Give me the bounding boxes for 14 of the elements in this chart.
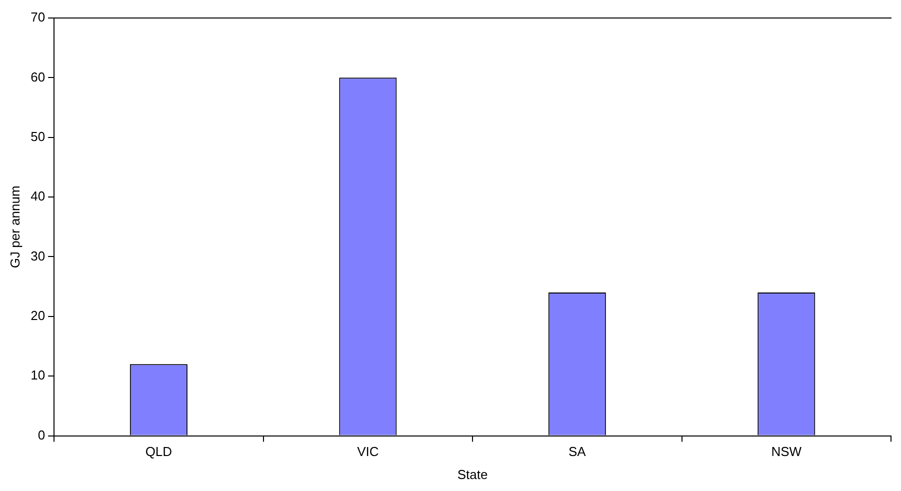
y-axis-title: GJ per annum bbox=[7, 186, 22, 268]
y-tick-label: 30 bbox=[30, 248, 46, 264]
y-tick-label: 20 bbox=[30, 308, 46, 324]
y-tick-label: 10 bbox=[30, 368, 46, 383]
x-axis-title: State bbox=[457, 466, 488, 482]
x-tick-label: NSW bbox=[771, 444, 802, 460]
y-tick-label: 40 bbox=[30, 188, 46, 204]
x-tick-label: VIC bbox=[357, 444, 379, 460]
y-tick-label: 60 bbox=[30, 69, 46, 84]
y-tick-label: 0 bbox=[38, 427, 46, 442]
x-tick-label: SA bbox=[568, 444, 586, 460]
y-tick-label: 70 bbox=[30, 10, 46, 25]
y-tick-label: 50 bbox=[30, 128, 46, 144]
x-tick-label: QLD bbox=[145, 444, 172, 460]
